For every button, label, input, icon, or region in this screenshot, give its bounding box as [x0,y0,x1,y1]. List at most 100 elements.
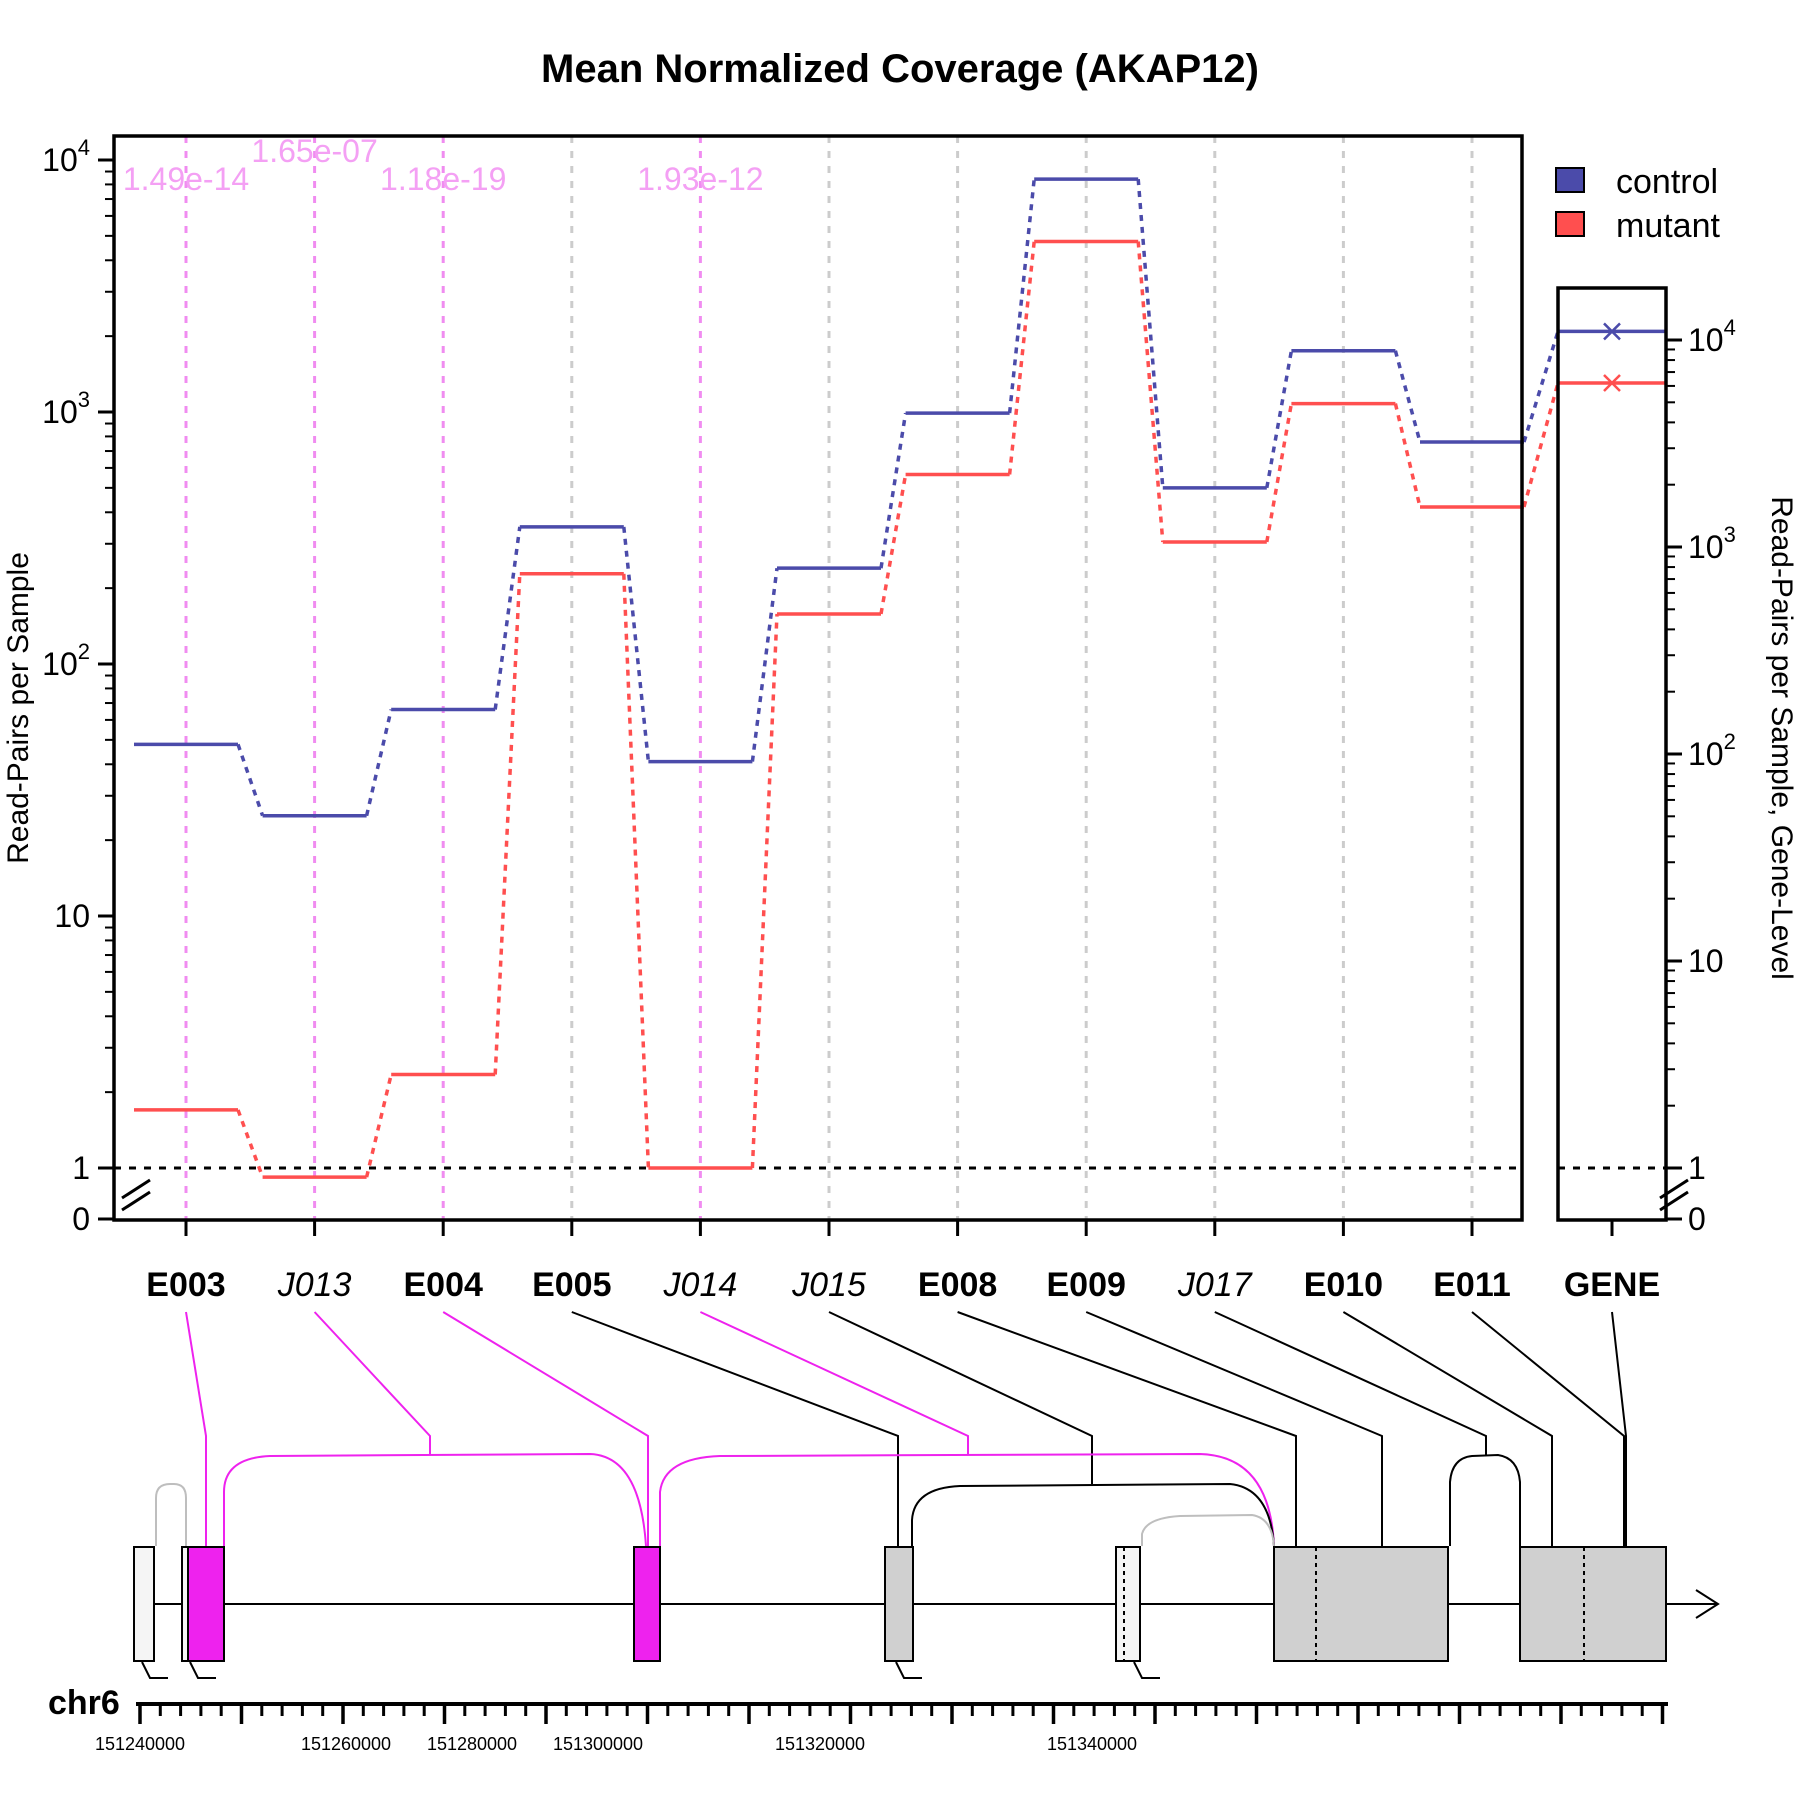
strand-arrow-icon [1695,1589,1720,1619]
y-tick-exponent: 4 [78,135,90,160]
splice-arc-j014 [659,1452,1275,1547]
chart-title: Mean Normalized Coverage (AKAP12) [541,47,1259,91]
y-right-tick-base: 10 [1688,529,1724,565]
y-tick-label: 10 [54,898,90,934]
feature-connectors [141,1311,1627,1679]
pvalue-label: 1.65e-07 [251,133,377,169]
legend-label-mutant: mutant [1616,207,1720,245]
y-tick-base: 10 [42,142,78,178]
exon-block-e004 [633,1546,661,1662]
feature-label-J014: J014 [663,1266,738,1304]
pvalue-label: 1.93e-12 [637,161,763,197]
y-right-tick-exponent: 2 [1724,729,1736,754]
y-right-tick-label: 104 [1688,315,1736,358]
feature-label-J015: J015 [791,1266,866,1304]
genomic-tick-label: 151260000 [301,1734,391,1754]
splice-arc-gray [155,1483,187,1546]
y-right-tick-exponent: 4 [1724,315,1736,340]
genomic-tick-label: 151320000 [775,1734,865,1754]
series-connector [1136,241,1165,543]
y-tick-label: 0 [72,1201,90,1237]
y-right-tick-label: 103 [1688,522,1736,565]
series-connector [1393,403,1422,508]
y-right-tick-base: 1 [1688,1150,1706,1186]
genomic-tick-label: 151280000 [427,1734,517,1754]
series-connector-gene [1522,330,1560,443]
axis-break-icon [1659,1178,1689,1212]
connector-E010 [1342,1311,1553,1546]
series-connector [493,573,522,1075]
y-tick-label: 1 [72,1150,90,1186]
feature-label-E005: E005 [532,1266,611,1304]
y-tick-exponent: 3 [78,387,90,412]
exon-block-e005 [884,1546,914,1662]
gene-control-marker [1603,322,1621,341]
series-mutant [134,239,1560,1179]
splice-arc-gray-2 [1141,1513,1275,1547]
y-right-tick-label: 1 [1688,1150,1706,1186]
connector-gene [1611,1311,1627,1546]
feature-label-J013: J013 [277,1266,352,1304]
series-connector [622,526,651,762]
connector-E011 [1471,1311,1625,1546]
series-connector [879,412,908,569]
connector-J017 [1214,1311,1487,1456]
y-right-tick-base: 10 [1688,736,1724,772]
exon-block-e010-e011 [1519,1546,1667,1662]
gene-mutant-marker [1603,374,1621,392]
y-tick-base: 1 [72,1150,90,1186]
series-connector [1393,350,1422,443]
genomic-tick-label: 151340000 [1047,1734,1137,1754]
exon-block [133,1546,155,1662]
y-right-tick-label: 0 [1688,1201,1706,1237]
y-axis-label: Read-Pairs per Sample [2,552,35,864]
series-connector [236,743,265,817]
y-axis-label-right: Read-Pairs per Sample, Gene-Level [1765,496,1798,980]
y-tick-base: 0 [72,1201,90,1237]
exon-block-e003 [187,1546,225,1662]
legend-swatch-mutant [1555,211,1585,237]
feature-label-E004: E004 [403,1266,482,1304]
series-connector [1007,241,1036,475]
series-connector [1136,178,1165,488]
chromosome-label: chr6 [48,1684,120,1722]
y-tick-exponent: 2 [78,639,90,664]
pvalue-labels: 1.49e-141.65e-071.18e-19 1.93e-12 [123,133,764,197]
significant-gridlines [184,136,702,1220]
gene-level-panel: GENE [1556,286,1668,1304]
splice-arc-j017 [1449,1453,1521,1546]
series-connector [622,573,651,1169]
series-control [134,177,1560,818]
genomic-axis: 151240000 151260000 151280000 151300000 1513… [95,1702,1668,1754]
gene-model [133,1452,1720,1662]
y-right-tick-base: 0 [1688,1201,1706,1237]
exon-block [1115,1546,1141,1662]
feature-label-E010: E010 [1304,1266,1383,1304]
feature-label-E008: E008 [918,1266,997,1304]
vertical-gridlines [570,136,1474,1220]
feature-axis: E003 J013 E004 E005 J014 J015 E008 E009 J017 E010… [114,1218,1522,1304]
connector-E009 [1085,1311,1383,1546]
feature-label-E003: E003 [146,1266,225,1304]
connector-E008 [957,1311,1297,1546]
y-right-tick-base: 10 [1688,322,1724,358]
connector-E004 [442,1311,649,1546]
connector-E003 [185,1311,207,1546]
exon-flag [141,1661,168,1679]
legend: control mutant [1555,163,1720,245]
pvalue-label: 1.49e-14 [123,161,249,197]
feature-label-E009: E009 [1046,1266,1125,1304]
connector-J013 [313,1311,431,1454]
exon-block-e008-e009 [1273,1546,1449,1662]
y-right-tick-label: 10 [1688,943,1724,979]
y-tick-label: 103 [42,387,90,430]
genomic-tick-label: 151300000 [553,1734,643,1754]
series-lines [134,177,1560,1179]
series-connector [750,567,779,762]
series-connector [1007,178,1036,414]
y-tick-base: 10 [42,394,78,430]
exon-flag [1133,1661,1160,1679]
connector-J015 [828,1311,1093,1484]
